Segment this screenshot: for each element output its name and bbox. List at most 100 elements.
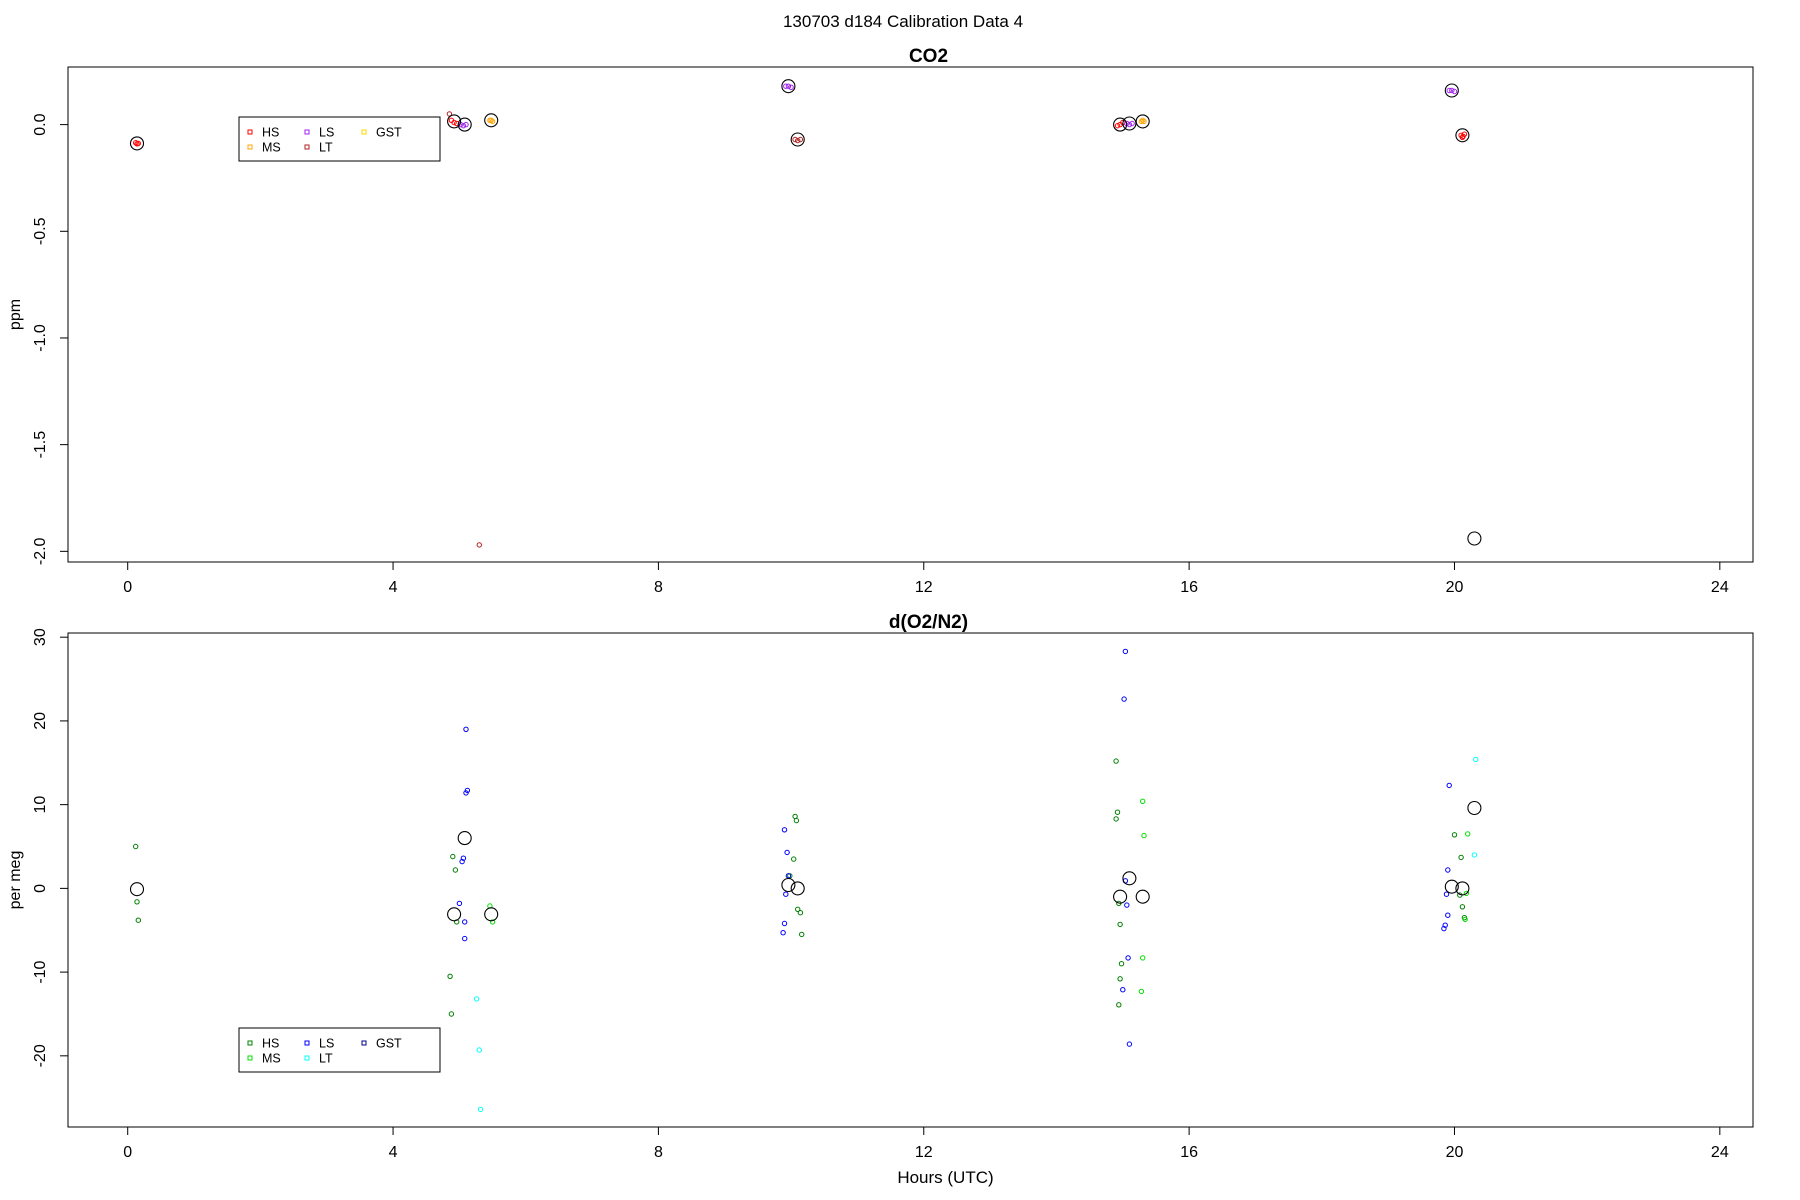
legend-label: MS (262, 1052, 281, 1066)
data-point (1442, 922, 1448, 928)
data-point (1449, 87, 1455, 94)
mean-point (1113, 889, 1128, 904)
data-point (460, 855, 467, 861)
data-point (462, 919, 468, 925)
legend-marker (304, 144, 310, 150)
data-point (1463, 890, 1470, 897)
data-point (459, 858, 465, 865)
data-point (1122, 648, 1129, 655)
data-point (797, 910, 804, 916)
data-point (1140, 117, 1146, 124)
mean-point (1135, 114, 1150, 129)
x-tick-label: 8 (654, 1144, 663, 1161)
data-point (799, 931, 805, 938)
data-point (446, 111, 453, 117)
data-point (1126, 1041, 1133, 1047)
legend-label: LT (319, 141, 333, 155)
mean-point (447, 907, 462, 922)
mean-point (484, 113, 499, 128)
data-point (460, 123, 467, 129)
y-tick-label: 30 (32, 628, 49, 646)
legend-marker (247, 1040, 253, 1046)
x-tick-label: 4 (389, 579, 398, 596)
mean-point (1122, 871, 1137, 886)
data-point (489, 919, 496, 925)
data-point (1141, 832, 1147, 839)
data-point (1459, 904, 1466, 910)
data-point (1443, 891, 1450, 897)
data-point (133, 843, 139, 850)
y-tick-label: -20 (32, 1044, 49, 1067)
mean-point (484, 907, 499, 922)
data-point (135, 917, 142, 923)
y-tick-label: 0.0 (32, 113, 49, 135)
legend-label: GST (376, 1037, 402, 1051)
data-point (1117, 921, 1123, 928)
mean-point (1444, 83, 1459, 98)
data-point (476, 542, 482, 548)
data-point (795, 906, 801, 912)
data-point (1473, 756, 1479, 763)
data-point (1445, 867, 1451, 873)
legend-marker (247, 144, 253, 150)
mean-point (1444, 879, 1459, 894)
y-axis-label: ppm (7, 299, 24, 330)
x-tick-label: 12 (915, 1144, 933, 1161)
mean-point (1467, 531, 1482, 546)
legend-label: HS (262, 126, 279, 140)
data-point (1451, 832, 1458, 838)
data-point (447, 973, 453, 979)
data-point (452, 867, 459, 873)
data-point (1118, 961, 1125, 967)
legend-label: GST (376, 126, 402, 140)
legend-marker (247, 129, 253, 135)
legend-marker (304, 1055, 310, 1061)
mean-point (1113, 117, 1128, 132)
data-point (1113, 758, 1119, 764)
data-point (793, 817, 800, 824)
mean-point (781, 877, 796, 893)
data-point (784, 849, 790, 856)
y-tick-label: -2.0 (32, 537, 49, 565)
data-point (1465, 831, 1471, 837)
data-point (451, 119, 457, 126)
y-axis-label: per meg (7, 851, 24, 910)
mean-point (1455, 881, 1470, 896)
data-point (781, 827, 788, 833)
mean-point (447, 114, 462, 129)
y-tick-label: 20 (32, 712, 49, 730)
legend-box (238, 1027, 441, 1073)
chart-panel-1: CO2 0 4 8 12 16 20 24 0.0 -0.5 -1.0 -1.5 -2.0 ppm HSMS… (7, 46, 1754, 596)
data-point (464, 787, 471, 794)
data-point (456, 900, 463, 907)
legend-marker (361, 1040, 367, 1046)
data-point (1445, 912, 1451, 918)
mean-point (790, 881, 805, 896)
mean-point (1467, 800, 1482, 816)
data-point (477, 1106, 484, 1113)
chart-title: CO2 (909, 46, 948, 67)
data-point (785, 83, 792, 89)
data-point (783, 83, 789, 89)
x-tick-label: 24 (1711, 1144, 1729, 1161)
data-point (476, 1047, 482, 1053)
legend-box (238, 116, 441, 162)
data-point (781, 920, 788, 927)
legend-marker (304, 129, 310, 135)
data-point (1116, 1002, 1122, 1008)
y-tick-label: 10 (32, 796, 49, 814)
legend-marker (247, 1055, 253, 1061)
mean-point (457, 117, 472, 132)
data-point (1451, 88, 1458, 95)
data-point (791, 856, 797, 862)
legend-label: LS (319, 1037, 334, 1051)
legend-label: LT (319, 1052, 333, 1066)
data-point (135, 140, 142, 147)
x-tick-label: 8 (654, 579, 663, 596)
data-point (1114, 123, 1121, 129)
data-point (1126, 121, 1133, 128)
x-tick-label: 20 (1446, 1144, 1464, 1161)
data-point (1141, 118, 1147, 125)
